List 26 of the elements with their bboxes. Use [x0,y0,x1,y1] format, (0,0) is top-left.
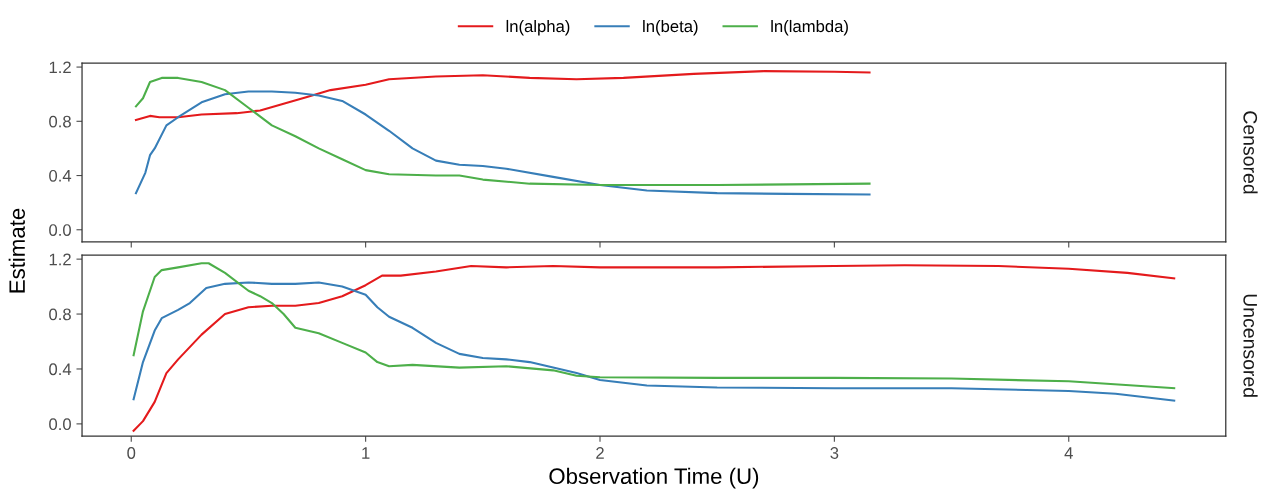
legend-label: ln(beta) [643,19,698,36]
y-tick-label: 0.4 [49,169,72,182]
y-tick-label: 0.0 [49,418,71,431]
x-axis-title: Observation Time (U) [549,467,759,489]
x-tick-label: 3 [830,447,839,459]
y-tick-label: 0.4 [49,363,72,376]
y-tick-label: 1.2 [49,253,71,266]
y-tick-label: 0.8 [49,115,71,128]
x-tick-label: 1 [362,447,370,459]
x-tick-label: 0 [127,447,136,459]
legend-label: ln(lambda) [771,19,848,36]
line-series [132,262,1176,390]
y-axis-title: Estimate [8,208,25,293]
x-tick-label: 2 [596,447,604,459]
y-tick-label: 0.0 [49,224,71,236]
line-series [132,281,1176,402]
legend-label: ln(alpha) [506,19,570,36]
y-tick-label: 1.2 [49,61,71,74]
y-tick-label: 0.8 [49,308,71,321]
line-series [134,90,871,196]
x-tick-label: 4 [1064,447,1073,459]
text: Uncensored [1243,294,1258,397]
line-series [134,76,871,187]
text: Censored [1243,111,1258,194]
line-series [132,264,1176,432]
line-series [134,70,871,121]
